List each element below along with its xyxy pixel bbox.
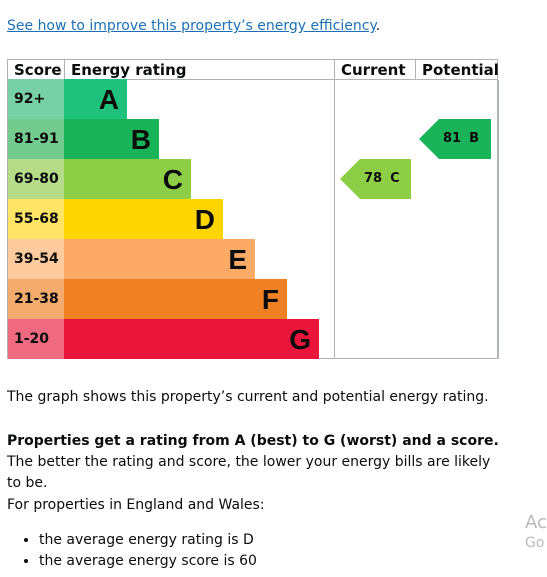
list-item: the average energy rating is D [39, 530, 257, 551]
score-cell: 21-38 [8, 279, 64, 319]
score-cell: 55-68 [8, 199, 64, 239]
link-end: . [375, 18, 381, 34]
score: 78 [364, 171, 383, 186]
divider [498, 80, 499, 359]
paragraph: Properties get a rating from A (best) to… [7, 431, 507, 494]
rating-bar: B [64, 119, 159, 159]
score-cell: 81-91 [8, 119, 64, 159]
score-cell: 92+ [8, 79, 64, 119]
score: 81 [443, 131, 462, 146]
list-item: the average energy score is 60 [39, 551, 257, 572]
rating-bar: E [64, 239, 255, 279]
rating-bar: D [64, 199, 223, 239]
rating-table: Score Energy rating Current Potential 92+ A 81… [7, 59, 499, 359]
rating-bar: C [64, 159, 191, 199]
rating-bar: A [64, 79, 127, 119]
rating-bar: F [64, 279, 287, 319]
rating-bar: G [64, 319, 319, 359]
rating: B [469, 131, 480, 146]
current-arrow: 78 C [340, 159, 411, 199]
column-header: Current [334, 60, 415, 80]
rating: C [390, 171, 400, 186]
score-cell: 1-20 [8, 319, 64, 359]
bold-text: Properties get a rating from A (best) to… [7, 433, 499, 449]
paragraph: The graph shows this property’s current … [7, 389, 489, 405]
text: The better the rating and score, the low… [7, 454, 491, 491]
improve-link[interactable]: See how to improve this property’s energ… [7, 18, 376, 34]
potential-arrow: 81 B [419, 119, 491, 159]
divider [334, 80, 335, 359]
list-intro: For properties in England and Wales: [7, 497, 265, 513]
divider [8, 79, 497, 80]
column-header: Score [14, 61, 62, 79]
score-cell: 39-54 [8, 239, 64, 279]
column-header: Energy rating [64, 60, 334, 80]
list: the average energy rating is D the avera… [7, 530, 257, 572]
watermark: Go [525, 535, 545, 551]
column-header: Potential [415, 60, 499, 80]
link-line: See how to improve this property’s energ… [7, 15, 380, 34]
score-cell: 69-80 [8, 159, 64, 199]
watermark: Ac [525, 512, 547, 533]
